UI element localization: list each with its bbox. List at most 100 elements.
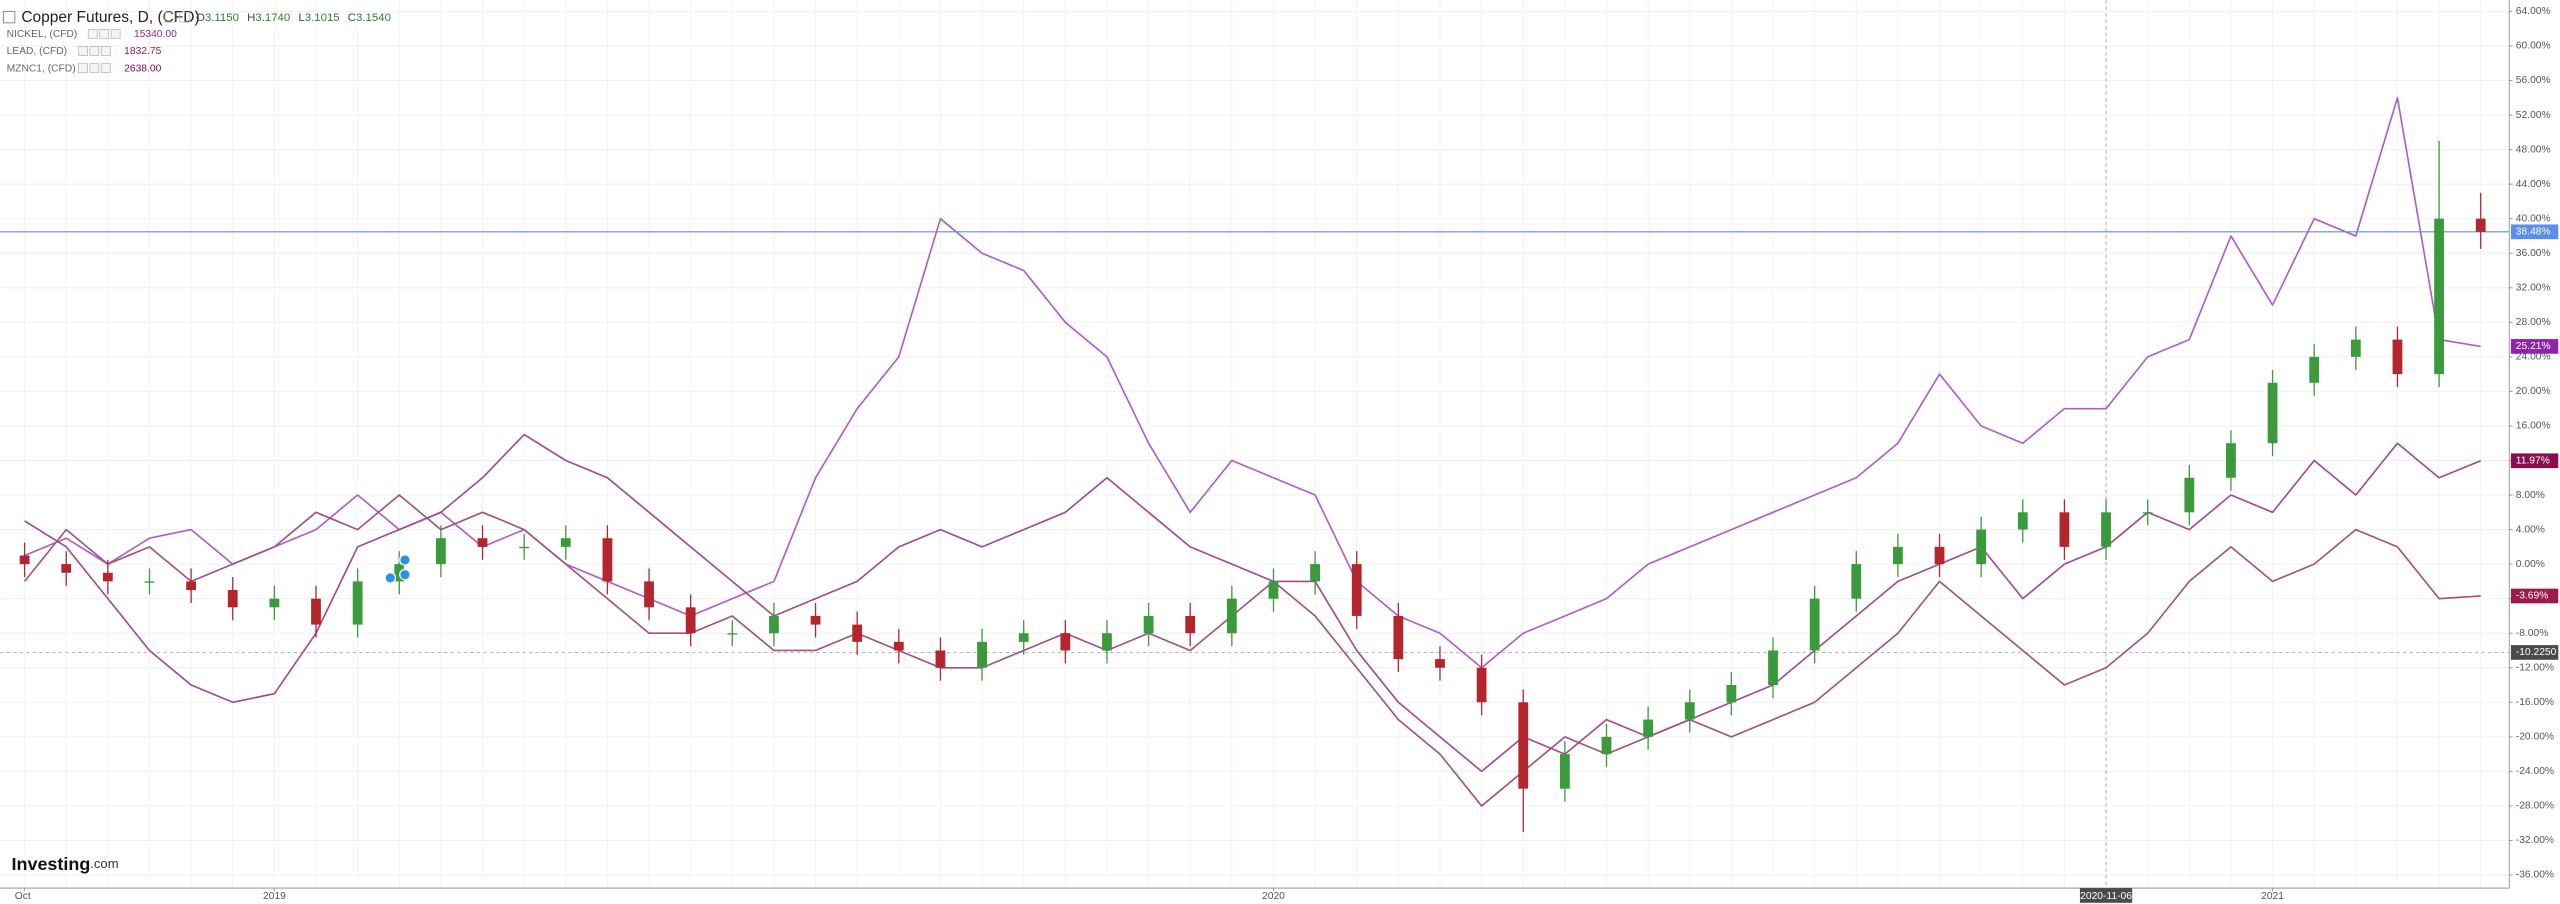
x-tick-label: 2021 bbox=[2261, 891, 2284, 902]
y-tick-label: 36.00% bbox=[2516, 248, 2551, 259]
y-tick-label: 32.00% bbox=[2516, 282, 2551, 293]
legend-name: NICKEL, (CFD) bbox=[7, 29, 78, 40]
chart-title: Copper Futures, D, (CFD) bbox=[21, 9, 199, 26]
candle-body bbox=[1226, 598, 1237, 634]
candle-body bbox=[352, 581, 363, 625]
legend-name: LEAD, (CFD) bbox=[7, 46, 67, 57]
y-tick-label: 8.00% bbox=[2516, 490, 2545, 501]
legend-icon bbox=[110, 28, 121, 39]
candle-body bbox=[602, 538, 613, 582]
y-tick-label: -24.00% bbox=[2516, 766, 2554, 777]
legend-icon bbox=[179, 11, 190, 23]
legend-price: 1832.75 bbox=[124, 46, 161, 57]
y-tick-label: 44.00% bbox=[2516, 179, 2551, 190]
legend-icon bbox=[164, 11, 176, 23]
event-marker[interactable] bbox=[399, 568, 411, 581]
y-tick-label: -12.00% bbox=[2516, 662, 2554, 673]
candle-body bbox=[2475, 218, 2486, 232]
candle-body bbox=[1060, 633, 1071, 651]
candle-body bbox=[435, 538, 446, 565]
candle-body bbox=[102, 572, 113, 582]
last-value-badge bbox=[2510, 224, 2559, 240]
ohlc-header: O3.1150 H3.1740 L3.1015 C3.1540 bbox=[196, 12, 391, 24]
candle-body bbox=[560, 538, 571, 547]
candle-body bbox=[1643, 719, 1654, 737]
candle-body bbox=[1726, 685, 1737, 703]
candle-body bbox=[1268, 581, 1279, 599]
event-marker[interactable] bbox=[399, 554, 411, 566]
legend-icon bbox=[89, 46, 100, 56]
y-tick-label: 0.00% bbox=[2516, 559, 2545, 570]
y-tick-label: -28.00% bbox=[2516, 801, 2554, 812]
candle-body bbox=[1393, 615, 1404, 660]
ohlc-value: 3.1740 bbox=[255, 12, 290, 24]
y-tick-label: 48.00% bbox=[2516, 144, 2551, 155]
last-value-label: -10.2250 bbox=[2516, 647, 2557, 658]
candle-body bbox=[2101, 512, 2111, 547]
candle-body bbox=[1310, 564, 1320, 582]
candle-body bbox=[394, 564, 405, 582]
watermark-brand: Investing bbox=[12, 854, 91, 874]
candle-body bbox=[644, 581, 654, 608]
y-tick-label: 64.00% bbox=[2516, 6, 2551, 17]
candle-body bbox=[2392, 339, 2403, 375]
candle-body bbox=[144, 581, 155, 583]
last-value-badge bbox=[2510, 339, 2559, 354]
candle-body bbox=[2226, 443, 2236, 478]
candle-body bbox=[19, 555, 30, 565]
candle-body bbox=[186, 581, 197, 591]
candle-body bbox=[1476, 667, 1487, 703]
last-value-badge bbox=[2510, 645, 2559, 660]
candle-body bbox=[977, 641, 987, 668]
candle-body bbox=[810, 615, 821, 625]
candle-body bbox=[1518, 702, 1529, 789]
legend-icon bbox=[78, 46, 88, 56]
candle-body bbox=[727, 633, 738, 635]
y-tick-label: 52.00% bbox=[2516, 110, 2551, 121]
candle-body bbox=[61, 564, 72, 573]
legend: Copper Futures, D, (CFD) O3.1150 H3.1740 L… bbox=[2, 9, 391, 74]
candle-body bbox=[852, 624, 863, 642]
candle-body bbox=[1435, 659, 1445, 668]
candle-body bbox=[2017, 512, 2028, 530]
event-marker[interactable] bbox=[384, 572, 397, 584]
ohlc-key: C bbox=[348, 12, 356, 24]
legend-icon bbox=[99, 28, 110, 39]
candle-body bbox=[227, 590, 238, 608]
legend-icon bbox=[89, 63, 100, 74]
y-tick-label: 16.00% bbox=[2516, 421, 2551, 432]
legend-name: MZNC1, (CFD) bbox=[7, 63, 76, 74]
candle-body bbox=[2434, 218, 2444, 375]
x-tick-label: 2019 bbox=[263, 891, 286, 902]
x-tick-label: Oct bbox=[15, 891, 31, 902]
candle-body bbox=[519, 546, 530, 549]
last-value-label: -3.69% bbox=[2516, 591, 2549, 602]
y-tick-label: 24.00% bbox=[2516, 352, 2551, 363]
y-tick-label: 28.00% bbox=[2516, 317, 2551, 328]
candle-body bbox=[1768, 650, 1778, 686]
series-line bbox=[23, 494, 2481, 807]
candle-body bbox=[2350, 339, 2361, 357]
last-value-badge bbox=[2510, 453, 2559, 469]
collapse-icon[interactable] bbox=[2, 10, 16, 24]
candle-body bbox=[311, 598, 321, 625]
legend-price: 15340.00 bbox=[134, 29, 177, 40]
legend-icon bbox=[78, 63, 88, 74]
watermark-domain: .com bbox=[90, 857, 118, 872]
candle-body bbox=[935, 650, 946, 668]
series-line bbox=[24, 433, 2482, 773]
axes: 64.00% 60.00% 56.00% 52.00% 48.00% 44.00% 40.0… bbox=[15, 6, 2559, 903]
y-tick-label: -32.00% bbox=[2516, 835, 2554, 846]
y-tick-label: 40.00% bbox=[2516, 213, 2551, 224]
legend-price: 2638.00 bbox=[124, 63, 161, 74]
legend-icon bbox=[87, 28, 98, 39]
x-tick-label: 2020 bbox=[1262, 891, 1285, 902]
candle-body bbox=[685, 607, 696, 634]
y-tick-label: -8.00% bbox=[2516, 628, 2549, 639]
y-tick-label: -20.00% bbox=[2516, 732, 2554, 743]
event-markers[interactable] bbox=[384, 554, 411, 584]
candle-body bbox=[1684, 702, 1695, 720]
candle-body bbox=[2142, 512, 2153, 514]
x-crosshair-label: 2020-11-06 bbox=[2080, 891, 2132, 902]
candle-body bbox=[1893, 546, 1903, 565]
